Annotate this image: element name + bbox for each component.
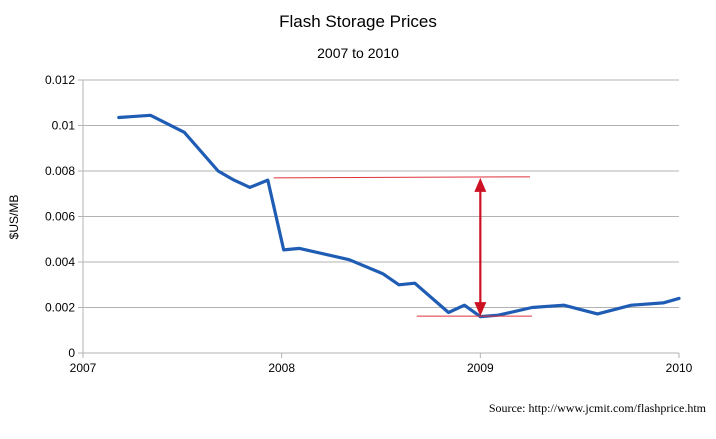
- y-tick-label: 0.012: [45, 73, 75, 87]
- y-tick-label: 0.006: [45, 210, 75, 224]
- price-drop-arrow-head-down: [474, 302, 487, 317]
- price-series-line: [117, 113, 681, 319]
- y-tick-label: 0.008: [45, 164, 75, 178]
- x-tick-label: 2010: [666, 361, 693, 375]
- x-tick-label: 2007: [70, 361, 97, 375]
- price-drop-arrow-head-up: [474, 177, 487, 192]
- source-note: Source: http://www.jcmit.com/flashprice.…: [489, 401, 707, 415]
- y-tick-label: 0: [68, 346, 75, 360]
- x-tick-label: 2008: [268, 361, 295, 375]
- y-tick-label: 0.004: [45, 255, 75, 269]
- x-tick-labels: 2007 2008 2009 2010: [70, 361, 693, 375]
- annotation-layer: [273, 176, 532, 317]
- x-tick-label: 2009: [467, 361, 494, 375]
- series-layer: [117, 113, 681, 319]
- y-tick-labels: 0 0.002 0.004 0.006 0.008 0.01 0.012: [45, 73, 75, 360]
- high-reference-line: [273, 176, 531, 179]
- axes: [78, 79, 680, 358]
- chart-title: Flash Storage Prices: [279, 12, 437, 31]
- chart-subtitle: 2007 to 2010: [317, 45, 399, 61]
- y-tick-label: 0.002: [45, 301, 75, 315]
- grid-lines: [83, 79, 679, 308]
- y-tick-label: 0.01: [52, 119, 76, 133]
- y-axis-label: $US/MB: [7, 195, 21, 240]
